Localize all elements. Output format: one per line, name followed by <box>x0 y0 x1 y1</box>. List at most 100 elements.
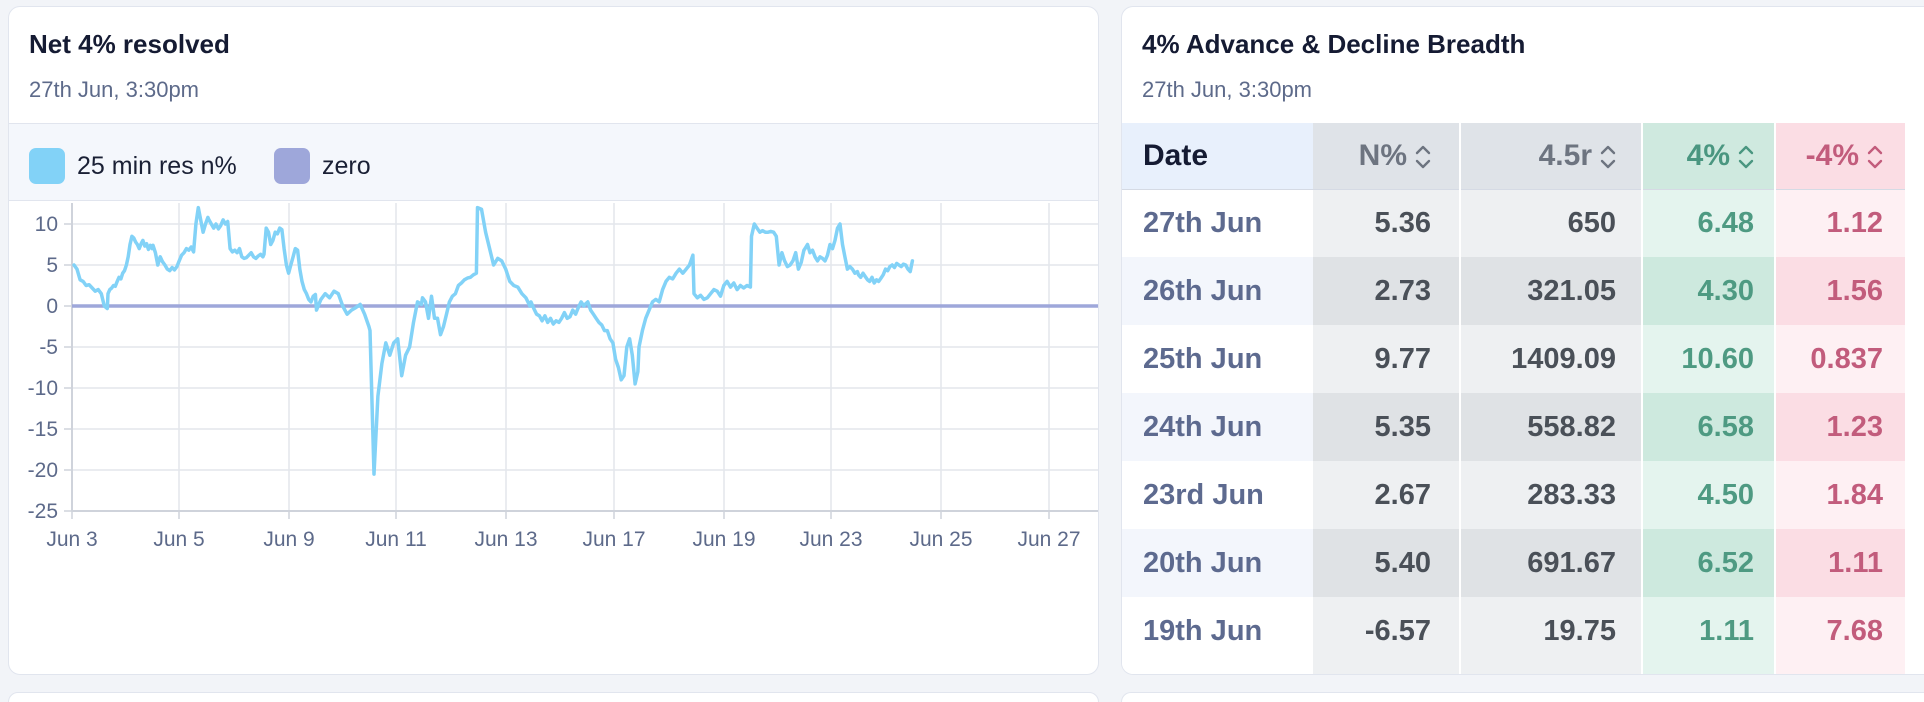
table-row-partial <box>1122 665 1905 674</box>
cell-n-pct: 5.36 <box>1313 189 1461 257</box>
cell-advance: 6.48 <box>1642 189 1776 257</box>
column-header-date-label: Date <box>1143 138 1209 172</box>
legend-swatch-series <box>29 148 65 184</box>
x-tick-label: Jun 19 <box>692 528 755 551</box>
x-tick-label: Jun 25 <box>909 528 972 551</box>
cell-4-5r: 1409.09 <box>1460 325 1643 393</box>
x-tick-label: Jun 3 <box>46 528 97 551</box>
y-tick-label: 0 <box>46 295 58 318</box>
table-timestamp: 27th Jun, 3:30pm <box>1142 77 1313 102</box>
y-tick-label: -15 <box>28 418 58 441</box>
table-header-row: Date N% 4.5r 4% -4% <box>1122 123 1905 190</box>
column-header-decline[interactable]: -4% <box>1775 123 1905 190</box>
column-header-decline-label: -4% <box>1805 138 1859 172</box>
sort-icon <box>1600 145 1616 169</box>
next-card-left-edge <box>8 692 1099 702</box>
table-row[interactable]: 20th Jun 5.40 691.67 6.52 1.11 <box>1122 529 1905 597</box>
cell-4-5r: 19.75 <box>1460 597 1643 665</box>
cell-decline: 1.11 <box>1775 529 1905 597</box>
cell-empty <box>1313 665 1461 674</box>
cell-4-5r: 283.33 <box>1460 461 1643 529</box>
y-tick-label: 5 <box>46 254 58 277</box>
cell-date: 26th Jun <box>1122 257 1313 325</box>
breadth-card: 4% Advance & Decline Breadth 27th Jun, 3… <box>1121 6 1924 675</box>
cell-advance: 1.11 <box>1642 597 1776 665</box>
legend-item-series[interactable]: 25 min res n% <box>29 148 237 184</box>
sort-icon <box>1867 145 1883 169</box>
column-header-advance-label: 4% <box>1686 138 1730 172</box>
x-tick-label: Jun 23 <box>799 528 862 551</box>
x-tick-label: Jun 17 <box>582 528 645 551</box>
cell-date: 20th Jun <box>1122 529 1313 597</box>
cell-n-pct: 5.35 <box>1313 393 1461 461</box>
cell-date: 24th Jun <box>1122 393 1313 461</box>
cell-4-5r: 558.82 <box>1460 393 1643 461</box>
table-row[interactable]: 27th Jun 5.36 650 6.48 1.12 <box>1122 189 1905 257</box>
column-header-4-5r-label: 4.5r <box>1538 138 1592 172</box>
table-row[interactable]: 24th Jun 5.35 558.82 6.58 1.23 <box>1122 393 1905 461</box>
cell-date: 25th Jun <box>1122 325 1313 393</box>
series-line-25-min-res[interactable] <box>72 205 915 476</box>
cell-decline: 1.84 <box>1775 461 1905 529</box>
cell-n-pct: 5.40 <box>1313 529 1461 597</box>
cell-advance: 4.50 <box>1642 461 1776 529</box>
column-header-n-pct[interactable]: N% <box>1313 123 1461 190</box>
column-header-n-pct-label: N% <box>1358 138 1407 172</box>
cell-empty <box>1460 665 1643 674</box>
legend-item-zero[interactable]: zero <box>274 148 371 184</box>
chart-timestamp: 27th Jun, 3:30pm <box>29 77 200 102</box>
legend-label-zero: zero <box>322 151 371 180</box>
cell-advance: 6.52 <box>1642 529 1776 597</box>
cell-decline: 1.56 <box>1775 257 1905 325</box>
y-tick-label: -20 <box>28 459 58 482</box>
cell-date: 19th Jun <box>1122 597 1313 665</box>
x-tick-label: Jun 11 <box>365 528 427 551</box>
y-tick-label: 10 <box>35 213 58 236</box>
cell-n-pct: 2.73 <box>1313 257 1461 325</box>
chart-legend: 25 min res n% zero <box>9 123 1098 201</box>
table-title: 4% Advance & Decline Breadth <box>1142 29 1526 59</box>
sort-icon <box>1738 145 1754 169</box>
breadth-table: Date N% 4.5r 4% -4% 27th Jun 5.36 650 6.48 1… <box>1122 123 1905 674</box>
x-tick-label: Jun 13 <box>474 528 537 551</box>
sort-icon <box>1415 145 1431 169</box>
cell-empty <box>1122 665 1313 674</box>
net-resolved-card: Net 4% resolved 27th Jun, 3:30pm 25 min … <box>8 6 1099 675</box>
cell-decline: 1.23 <box>1775 393 1905 461</box>
x-tick-label: Jun 27 <box>1017 528 1080 551</box>
column-header-advance[interactable]: 4% <box>1642 123 1776 190</box>
table-row[interactable]: 25th Jun 9.77 1409.09 10.60 0.837 <box>1122 325 1905 393</box>
cell-4-5r: 691.67 <box>1460 529 1643 597</box>
cell-4-5r: 321.05 <box>1460 257 1643 325</box>
cell-n-pct: -6.57 <box>1313 597 1461 665</box>
cell-advance: 6.58 <box>1642 393 1776 461</box>
cell-empty <box>1642 665 1776 674</box>
x-tick-label: Jun 5 <box>153 528 204 551</box>
cell-advance: 4.30 <box>1642 257 1776 325</box>
table-body: 27th Jun 5.36 650 6.48 1.12 26th Jun 2.73 321.0… <box>1122 189 1905 674</box>
x-tick-label: Jun 9 <box>263 528 314 551</box>
y-tick-label: -5 <box>39 336 58 359</box>
cell-empty <box>1775 665 1905 674</box>
table-row[interactable]: 23rd Jun 2.67 283.33 4.50 1.84 <box>1122 461 1905 529</box>
cell-decline: 7.68 <box>1775 597 1905 665</box>
y-tick-label: -10 <box>28 377 58 400</box>
column-header-4-5r[interactable]: 4.5r <box>1460 123 1643 190</box>
table-row[interactable]: 26th Jun 2.73 321.05 4.30 1.56 <box>1122 257 1905 325</box>
next-card-right-edge <box>1121 692 1924 702</box>
y-tick-label: -25 <box>28 500 58 523</box>
cell-n-pct: 9.77 <box>1313 325 1461 393</box>
chart-title: Net 4% resolved <box>29 29 230 59</box>
cell-advance: 10.60 <box>1642 325 1776 393</box>
cell-date: 23rd Jun <box>1122 461 1313 529</box>
legend-swatch-zero <box>274 148 310 184</box>
cell-decline: 0.837 <box>1775 325 1905 393</box>
cell-n-pct: 2.67 <box>1313 461 1461 529</box>
cell-4-5r: 650 <box>1460 189 1643 257</box>
legend-label-series: 25 min res n% <box>77 151 237 180</box>
table-row[interactable]: 19th Jun -6.57 19.75 1.11 7.68 <box>1122 597 1905 665</box>
cell-decline: 1.12 <box>1775 189 1905 257</box>
column-header-date[interactable]: Date <box>1122 123 1313 190</box>
cell-date: 27th Jun <box>1122 189 1313 257</box>
